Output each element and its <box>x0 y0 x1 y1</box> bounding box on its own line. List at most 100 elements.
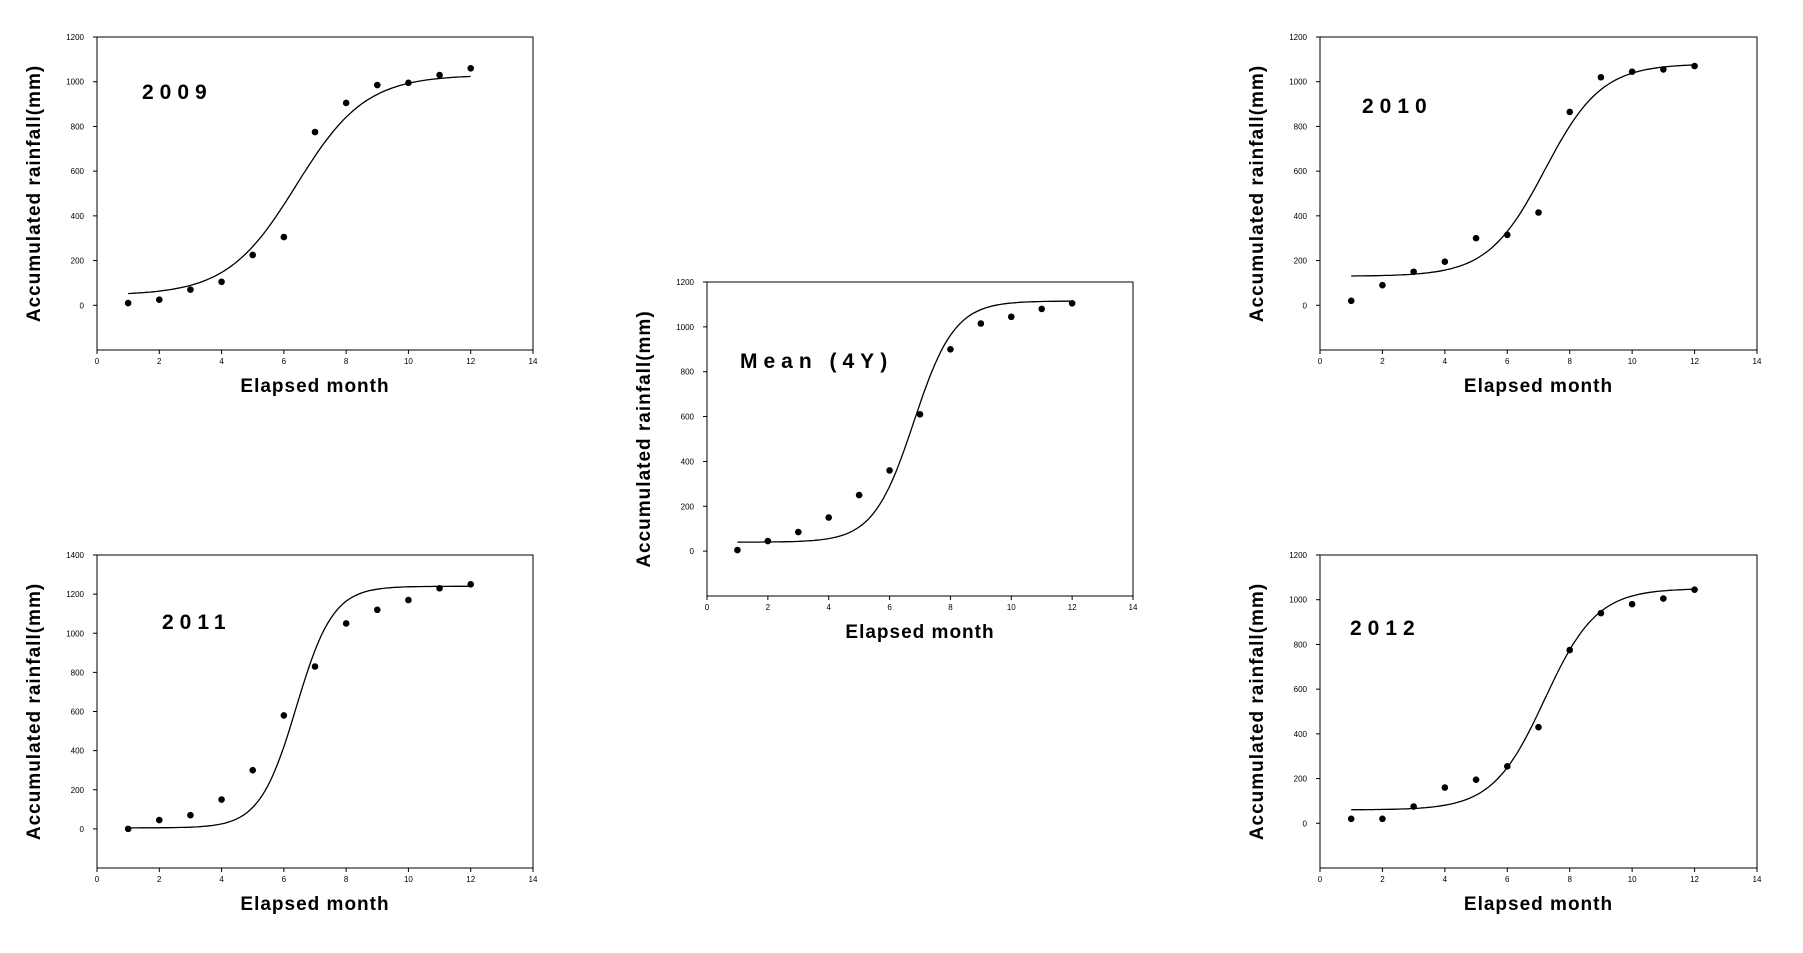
x-tick-label: 12 <box>1690 357 1699 366</box>
data-point <box>373 81 381 89</box>
panel-label: 2011 <box>162 611 232 634</box>
y-tick-label: 400 <box>681 457 695 466</box>
y-tick-label: 200 <box>71 786 85 795</box>
data-point <box>1410 268 1417 276</box>
x-tick-label: 10 <box>404 357 413 366</box>
x-tick-label: 6 <box>282 357 287 366</box>
data-point <box>1347 815 1355 823</box>
x-tick-label: 0 <box>1318 357 1323 366</box>
y-tick-label: 600 <box>1294 685 1308 694</box>
y-axis-label: Accumulated rainfall(mm) <box>634 310 655 567</box>
data-point <box>187 811 194 819</box>
data-point <box>947 345 954 353</box>
data-point <box>218 278 225 286</box>
data-point <box>1503 762 1511 770</box>
x-tick-label: 0 <box>95 875 100 884</box>
fit-curve <box>737 300 1073 543</box>
y-tick-label: 1000 <box>66 78 84 87</box>
chart-panel-4: 0 2 4 6 8 10 12 14 0 200 400 600 800 1000 1200 Elapsed … <box>1247 551 1762 915</box>
x-tick-label: 2 <box>1380 875 1385 884</box>
y-tick-label: 0 <box>80 825 85 834</box>
data-point <box>218 796 225 803</box>
plot-frame <box>96 36 534 351</box>
data-point <box>1379 281 1386 289</box>
x-tick-label: 12 <box>1068 603 1077 612</box>
y-axis-label: Accumulated rainfall(mm) <box>24 583 45 840</box>
y-tick-label: 600 <box>71 167 85 176</box>
y-tick-label: 400 <box>1294 212 1308 221</box>
data-point <box>794 528 802 536</box>
x-tick-label: 6 <box>1505 357 1510 366</box>
data-point <box>467 65 475 72</box>
x-tick-label: 6 <box>282 875 287 884</box>
data-point <box>734 546 741 554</box>
y-tick-label: 800 <box>1294 640 1308 649</box>
y-tick-label: 0 <box>690 547 695 556</box>
x-tick-label: 6 <box>887 603 892 612</box>
data-point <box>1628 68 1636 75</box>
fit-curve <box>128 75 471 295</box>
data-point <box>1628 600 1636 608</box>
x-axis-label: Elapsed month <box>240 894 389 915</box>
x-tick-label: 12 <box>466 875 475 884</box>
x-tick-label: 10 <box>1628 357 1637 366</box>
x-tick-label: 10 <box>404 875 413 884</box>
data-point <box>1566 646 1574 654</box>
chart-panel-0: 0 2 4 6 8 10 12 14 0 200 400 600 800 1000 1200 Elapsed … <box>24 33 538 397</box>
data-point <box>916 411 924 418</box>
data-point <box>1597 609 1605 617</box>
data-point <box>1503 231 1511 239</box>
x-tick-label: 8 <box>1567 875 1572 884</box>
data-point <box>436 584 443 592</box>
x-tick-label: 4 <box>1443 357 1448 366</box>
panel-label: 2010 <box>1362 95 1433 118</box>
data-point <box>1691 62 1698 70</box>
x-tick-label: 8 <box>948 603 953 612</box>
panel-label: 2009 <box>142 81 213 104</box>
data-point <box>1038 305 1046 313</box>
data-point <box>1566 108 1574 116</box>
data-point <box>155 816 163 824</box>
data-point <box>249 251 257 259</box>
chart-panel-3: 0 2 4 6 8 10 12 14 0 200 400 600 800 1000 1200 1400 Elap… <box>24 551 538 915</box>
y-tick-label: 1400 <box>66 551 84 560</box>
y-tick-label: 400 <box>1294 730 1308 739</box>
data-point <box>764 537 772 545</box>
data-point <box>1007 313 1015 321</box>
x-tick-label: 4 <box>219 357 224 366</box>
x-tick-label: 10 <box>1007 603 1016 612</box>
x-tick-label: 8 <box>1567 357 1572 366</box>
y-tick-label: 1200 <box>66 590 84 599</box>
x-tick-label: 0 <box>1318 875 1323 884</box>
x-tick-label: 14 <box>529 357 538 366</box>
data-point <box>977 320 985 327</box>
y-axis-label: Accumulated rainfall(mm) <box>1247 65 1268 322</box>
x-tick-label: 0 <box>705 603 710 612</box>
x-axis-label: Elapsed month <box>1464 376 1613 397</box>
y-tick-label: 200 <box>1294 257 1308 266</box>
x-tick-label: 6 <box>1505 875 1510 884</box>
data-point <box>124 299 132 307</box>
y-tick-label: 800 <box>71 122 85 131</box>
x-axis-label: Elapsed month <box>240 376 389 397</box>
data-point <box>280 712 288 719</box>
data-point <box>311 663 319 670</box>
x-tick-label: 14 <box>1129 603 1138 612</box>
y-tick-label: 200 <box>71 257 85 266</box>
x-axis-label: Elapsed month <box>845 622 994 643</box>
x-tick-label: 4 <box>219 875 224 884</box>
data-point <box>1535 209 1542 216</box>
data-point <box>405 596 412 604</box>
chart-panel-1: 0 2 4 6 8 10 12 14 0 200 400 600 800 1000 1200 Elapsed … <box>1247 33 1762 397</box>
data-point <box>280 233 288 241</box>
y-tick-label: 800 <box>681 368 695 377</box>
y-tick-label: 400 <box>71 212 85 221</box>
x-tick-label: 2 <box>766 603 771 612</box>
x-tick-label: 14 <box>529 875 538 884</box>
y-tick-label: 1200 <box>66 33 84 42</box>
data-point <box>1472 776 1480 783</box>
y-tick-label: 600 <box>681 413 695 422</box>
data-point <box>1660 595 1667 602</box>
y-tick-label: 800 <box>1294 122 1308 131</box>
